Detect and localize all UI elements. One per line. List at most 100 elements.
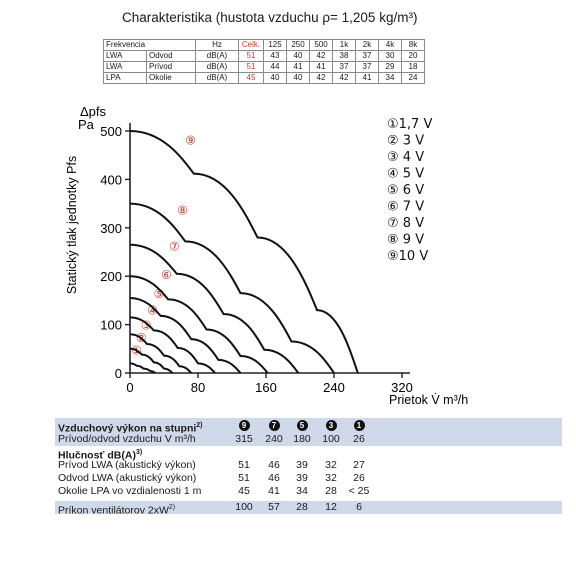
y-unit-label: Δpfs [80,104,107,119]
y-tick-label: 0 [115,366,122,381]
airflow-value: 180 [293,433,311,445]
y-axis-label: Statický tlak jednotky Pfs [65,156,79,294]
legend-entry: ⑨10 V [387,249,428,264]
noise-value: 39 [296,459,308,471]
noise-value: 34 [296,485,308,497]
legend-entry: ⑥ 7 V [387,200,424,215]
curve-9 [129,130,359,374]
footnote-marker: 3) [135,449,143,456]
y-tick-label: 100 [100,318,122,333]
airflow-value: 240 [265,433,283,445]
curve-marker: ⑨ [185,133,196,147]
x-axis-label: Prietok V̇ m³/h [389,393,468,407]
y-tick-label: 200 [100,269,122,284]
power-value: 100 [235,501,253,513]
y-tick-label: 500 [100,124,122,139]
legend-entry: ⑤ 6 V [387,183,424,198]
sound-table-cell: 42 [332,72,356,84]
noise-title: Hlučnosť dB(A)3) [58,449,143,462]
curve-marker: ③ [141,319,152,333]
airflow-value: 315 [235,433,253,445]
curve-marker: ⑦ [169,240,180,254]
footnote-marker: 2) [168,504,176,511]
x-tick-label: 320 [391,380,413,395]
noise-value: 32 [325,459,337,471]
step-badge: 9 [230,418,258,433]
noise-value: 41 [268,485,280,497]
sound-table-row: LWA Odvod dB(A) 51 43 40 42 38 37 30 20 [103,50,425,62]
legend-entry: ② 3 V [387,134,424,149]
curve-5 [129,296,242,374]
curve-8 [129,202,335,374]
step-badge: 3 [317,418,345,433]
header-label: Vzduchový výkon na stupni2) [58,422,203,435]
sound-table-cell: 41 [355,72,379,84]
curve-2 [129,347,174,374]
airflow-row: Prívod/odvod vzduchu V m³/h 315 240 180 100 2… [55,433,562,446]
noise-label: Odvod LWA (akustický výkon) [58,472,197,484]
noise-value: 27 [353,459,365,471]
legend-entry: ①1,7 V [387,117,432,132]
step-badge-icon: 5 [296,419,308,431]
noise-value: 51 [238,459,250,471]
noise-value: 39 [296,472,308,484]
noise-value: 45 [238,485,250,497]
curve-6 [129,275,269,374]
power-value: 12 [325,501,337,513]
y-tick-label: 300 [100,221,122,236]
x-tick-label: 80 [191,380,205,395]
power-value: 6 [356,501,362,513]
legend-entry: ⑦ 8 V [387,216,424,231]
step-badge-icon: 1 [353,419,365,431]
step-badge: 7 [260,418,288,433]
curve-marker: ⑤ [154,287,165,301]
chart-title: Charakteristika (hustota vzduchu ρ= 1,20… [122,10,418,25]
sound-table: Frekvencia Hz Celk. 125 250 500 1k 2k 4k 8k LWA Odv… [103,39,425,84]
sound-table-cell: 40 [263,72,287,84]
noise-value: 32 [325,472,337,484]
step-badge-icon: 7 [268,419,280,431]
airflow-label: Prívod/odvod vzduchu V m³/h [58,433,196,445]
noise-label: Okolie LPA vo vzdialenosti 1 m [58,485,202,497]
noise-row: Okolie LPA vo vzdialenosti 1 m 45 41 34 28 < … [55,485,562,498]
curve-marker: ⑥ [161,268,172,282]
power-label: Príkon ventilátorov 2xW2) [58,504,176,517]
noise-value: 28 [325,485,337,497]
noise-row: Odvod LWA (akustický výkon) 51 46 39 32 26 [55,472,562,485]
performance-table: Vzduchový výkon na stupni2) 9 7 5 3 1 Prívod/o… [55,418,562,517]
sound-table-row: LPA Okolie dB(A) 45 40 40 42 42 41 34 24 [103,72,425,84]
curve-marker: ⑧ [177,203,188,217]
header-row: Vzduchový výkon na stupni2) 9 7 5 3 1 [55,418,562,435]
curve-7 [129,243,300,374]
y-tick-label: 400 [100,172,122,187]
curve-marker: ④ [147,304,158,318]
curve-1 [129,362,157,374]
sound-table-cell: 42 [309,72,333,84]
x-tick-label: 160 [255,380,277,395]
noise-value: 46 [268,472,280,484]
sound-table-cell: 34 [378,72,402,84]
step-badge: 1 [345,418,373,433]
x-tick-label: 240 [323,380,345,395]
legend-entry: ④ 5 V [387,167,424,182]
sound-table-cell: 45 [238,72,264,84]
footnote-marker: 2) [196,422,203,429]
step-badge-icon: 9 [238,419,250,431]
noise-value: 51 [238,472,250,484]
curve-4 [129,316,216,374]
y-unit-label: Pa [78,117,95,132]
noise-value: < 25 [348,485,370,497]
airflow-value: 26 [353,433,365,445]
sound-table-cell: dB(A) [195,72,239,84]
legend-entry: ⑧ 9 V [387,233,424,248]
sound-table-cell: 24 [401,72,425,84]
noise-value: 46 [268,459,280,471]
sound-table-row: LWA Prívod dB(A) 51 44 41 41 37 37 29 18 [103,61,425,73]
noise-title-row: Hlučnosť dB(A)3) [55,446,562,462]
noise-label: Prívod LWA (akustický výkon) [58,459,196,471]
power-value: 57 [268,501,280,513]
curve-3 [129,333,192,374]
step-badge: 5 [288,418,316,433]
legend-entry: ③ 4 V [387,150,424,165]
